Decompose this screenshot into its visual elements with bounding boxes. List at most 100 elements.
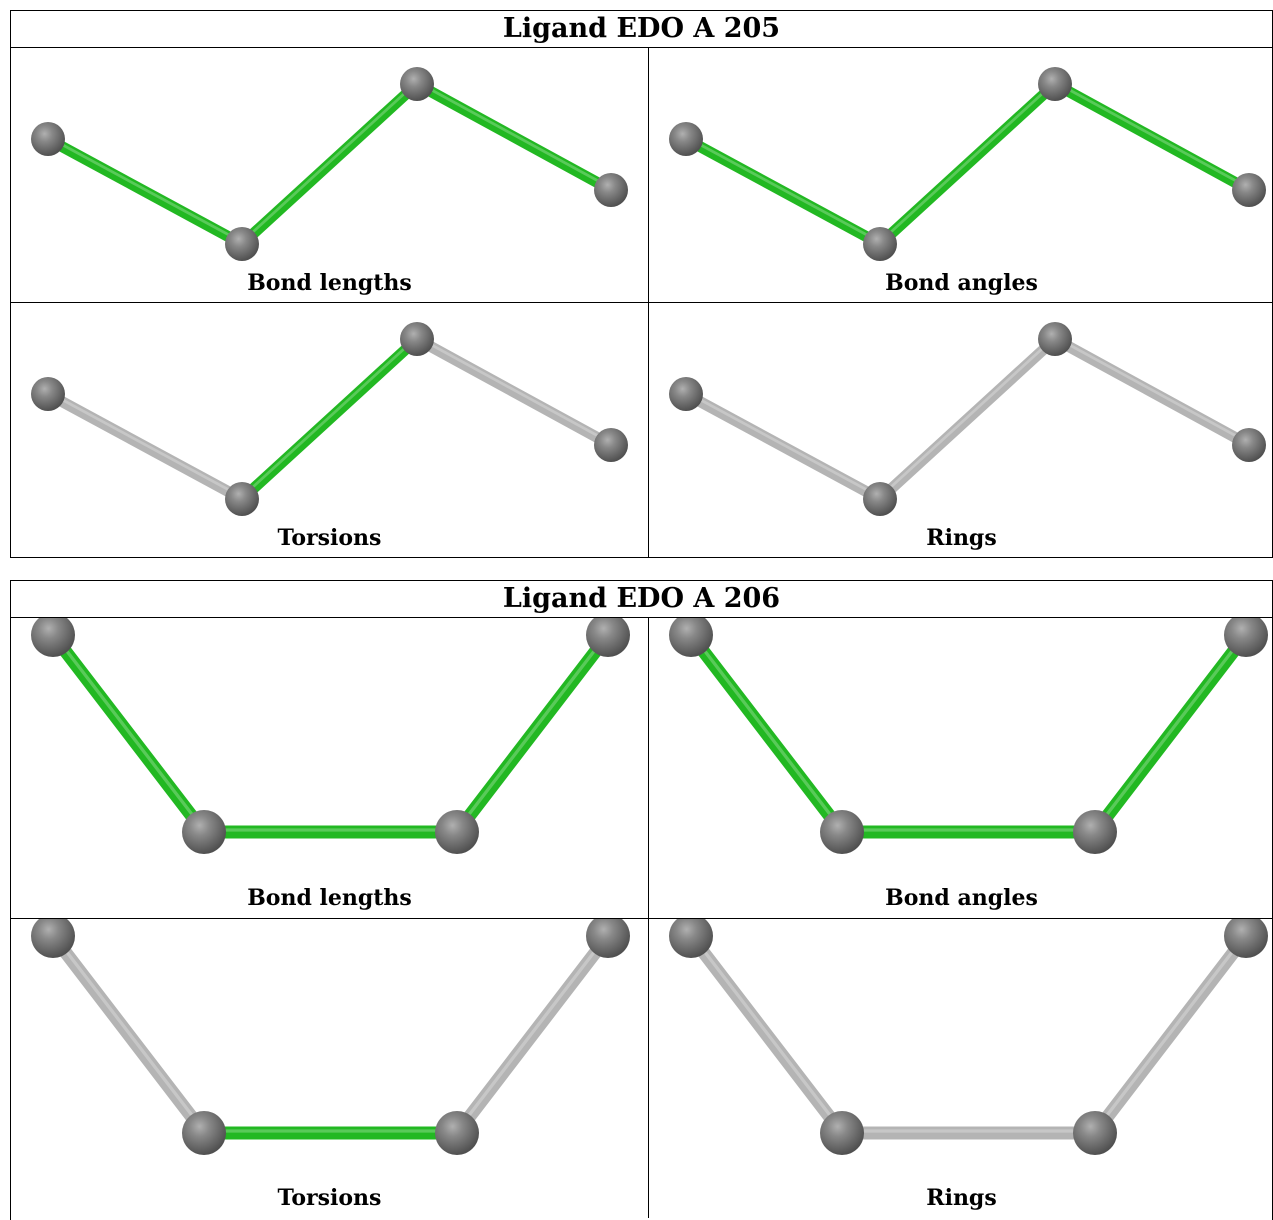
atom — [669, 919, 713, 958]
atom — [669, 618, 713, 657]
bond — [236, 333, 423, 505]
bond-highlight — [684, 135, 882, 244]
bond — [42, 388, 248, 505]
atom — [820, 810, 864, 854]
bond — [46, 628, 211, 839]
panel-label: Bond angles — [885, 885, 1038, 911]
atom — [1073, 810, 1117, 854]
bond-highlight — [46, 390, 244, 499]
ligand-table-205: Ligand EDO A 205 Bond lengths Bond angle… — [10, 10, 1273, 558]
bond — [874, 333, 1061, 505]
panel-bond-lengths: Bond lengths — [11, 618, 648, 918]
atom — [594, 173, 628, 207]
atom — [400, 67, 434, 101]
atom — [1224, 919, 1268, 958]
atom — [182, 810, 226, 854]
bond-highlight — [1093, 631, 1248, 832]
atom — [182, 1111, 226, 1155]
ligand-title: Ligand EDO A 206 — [11, 581, 1272, 618]
atom — [594, 428, 628, 462]
molecule-view — [669, 919, 1268, 1155]
atom — [31, 618, 75, 657]
atom — [1232, 428, 1266, 462]
bond — [1049, 333, 1255, 451]
molecule-view — [31, 618, 630, 854]
atom — [1073, 1111, 1117, 1155]
atom — [225, 482, 259, 516]
atom — [31, 122, 65, 156]
panel-bond-lengths: Bond lengths — [11, 48, 648, 302]
bond-highlight — [455, 932, 610, 1133]
bond-highlight — [240, 335, 419, 499]
panel-label: Torsions — [277, 1185, 382, 1211]
bond — [42, 133, 248, 250]
bond — [1088, 628, 1253, 839]
atom — [225, 227, 259, 261]
atom — [586, 919, 630, 958]
bond-highlight — [689, 631, 844, 832]
bond-highlight — [1053, 80, 1251, 190]
atom — [1232, 173, 1266, 207]
panel-rings: Rings — [649, 919, 1273, 1219]
bond — [1049, 78, 1255, 196]
bond — [411, 78, 617, 196]
atom — [31, 377, 65, 411]
panel-label: Bond angles — [885, 270, 1038, 296]
panel-label: Rings — [926, 1185, 997, 1211]
molecule-view — [669, 618, 1268, 854]
atom — [863, 227, 897, 261]
bond — [684, 929, 849, 1140]
panel-label: Rings — [926, 525, 997, 551]
atom — [1224, 618, 1268, 657]
bond-highlight — [878, 335, 1057, 499]
bond-highlight — [415, 335, 613, 445]
bond — [680, 388, 886, 505]
panel-bond-angles: Bond angles — [649, 48, 1273, 302]
bond-highlight — [51, 631, 206, 832]
ligand-title: Ligand EDO A 205 — [11, 11, 1272, 48]
bond — [450, 628, 615, 839]
column-divider — [648, 48, 649, 558]
molecule-view — [669, 67, 1266, 261]
atom — [586, 618, 630, 657]
atom — [1038, 67, 1072, 101]
bond-highlight — [51, 932, 206, 1133]
bond — [874, 78, 1061, 250]
bond — [450, 929, 615, 1140]
atom — [820, 1111, 864, 1155]
row-divider — [11, 302, 1273, 303]
atom — [1038, 322, 1072, 356]
panel-torsions: Torsions — [11, 303, 648, 558]
bond-highlight — [46, 135, 244, 244]
bond-highlight — [684, 390, 882, 499]
molecule-view — [31, 322, 628, 516]
panel-label: Bond lengths — [247, 270, 412, 296]
bond-highlight — [455, 631, 610, 832]
bond — [1088, 929, 1253, 1140]
molecule-view — [31, 919, 630, 1155]
molecule-view — [669, 322, 1266, 516]
bond — [236, 78, 423, 250]
bond — [680, 133, 886, 250]
bond-highlight — [878, 80, 1057, 244]
molecule-view — [31, 67, 628, 261]
panel-rings: Rings — [649, 303, 1273, 558]
bond — [684, 628, 849, 839]
bond — [46, 929, 211, 1140]
panel-torsions: Torsions — [11, 919, 648, 1219]
atom — [863, 482, 897, 516]
bond-highlight — [415, 80, 613, 190]
bond-highlight — [240, 80, 419, 244]
atom — [435, 810, 479, 854]
bond-highlight — [1093, 932, 1248, 1133]
atom — [400, 322, 434, 356]
atom — [669, 122, 703, 156]
panel-label: Torsions — [277, 525, 382, 551]
row-divider — [11, 918, 1273, 919]
atom — [31, 919, 75, 958]
ligand-table-206: Ligand EDO A 206 Bond lengths Bond angle… — [10, 580, 1273, 1220]
bond — [411, 333, 617, 451]
panel-label: Bond lengths — [247, 885, 412, 911]
atom — [669, 377, 703, 411]
bond-highlight — [689, 932, 844, 1133]
